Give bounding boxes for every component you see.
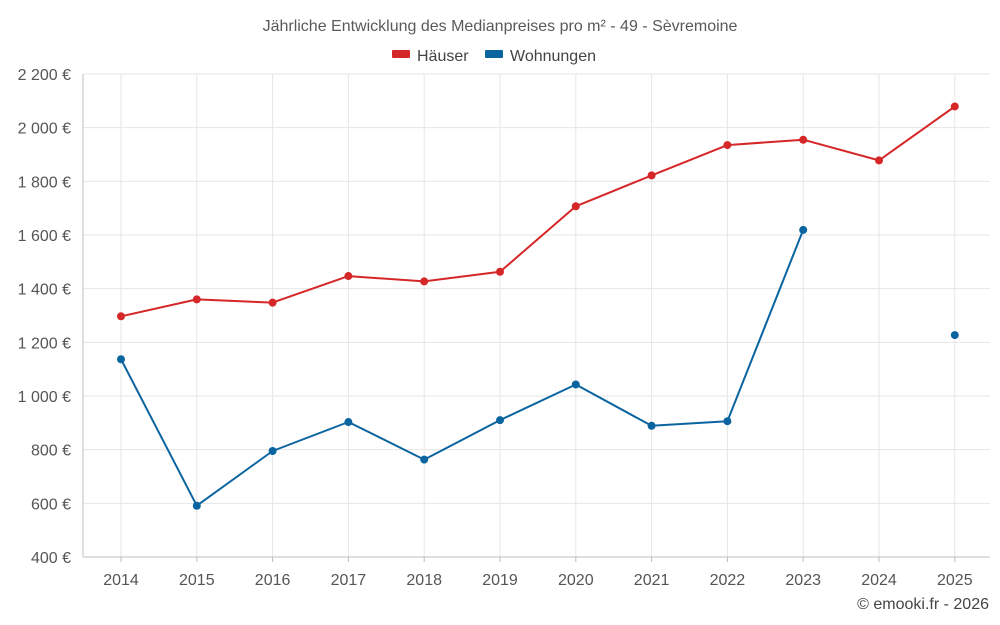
y-tick-label: 600 € xyxy=(31,496,71,513)
legend-label-wohnungen: Wohnungen xyxy=(510,48,596,65)
chart-title: Jährliche Entwicklung des Medianpreises … xyxy=(263,18,738,35)
x-tick-label: 2015 xyxy=(179,572,215,589)
data-point-wohnungen-2018[interactable] xyxy=(420,455,429,464)
data-point-wohnungen-2016[interactable] xyxy=(268,447,277,456)
y-tick-label: 400 € xyxy=(31,550,71,567)
x-tick-label: 2018 xyxy=(406,572,442,589)
series-line-haeuser xyxy=(120,105,956,318)
data-point-wohnungen-2017[interactable] xyxy=(344,418,353,427)
data-point-wohnungen-2015[interactable] xyxy=(192,501,201,510)
y-tick-label: 1 800 € xyxy=(18,174,71,191)
credit-text: © emooki.fr - 2026 xyxy=(857,596,989,613)
y-tick-label: 1 000 € xyxy=(18,389,71,406)
data-point-haeuser-2016[interactable] xyxy=(268,298,277,307)
data-point-wohnungen-2021[interactable] xyxy=(647,421,656,430)
axes: 400 € 600 € 800 € 1 000 € 1 200 € 1 400 € 1 60… xyxy=(18,67,990,589)
data-point-haeuser-2025[interactable] xyxy=(950,102,959,111)
x-tick-label: 2021 xyxy=(634,572,670,589)
y-tick-label: 2 000 € xyxy=(18,121,71,138)
x-tick-label: 2024 xyxy=(861,572,897,589)
legend-item-haeuser[interactable]: Häuser xyxy=(392,48,469,65)
x-tick-label: 2014 xyxy=(103,572,139,589)
series-haeuser xyxy=(117,102,959,321)
x-tick-label: 2020 xyxy=(558,572,594,589)
x-tick-label: 2023 xyxy=(785,572,821,589)
legend-swatch-wohnungen xyxy=(485,50,503,58)
x-tick-label: 2025 xyxy=(937,572,973,589)
y-tick-label: 2 200 € xyxy=(18,67,71,84)
data-point-haeuser-2022[interactable] xyxy=(723,141,732,150)
data-point-haeuser-2019[interactable] xyxy=(496,267,504,276)
data-point-haeuser-2020[interactable] xyxy=(571,202,580,211)
legend-swatch-haeuser xyxy=(392,50,410,58)
y-tick-label: 1 600 € xyxy=(18,228,71,245)
data-point-haeuser-2017[interactable] xyxy=(344,272,353,281)
y-tick-label: 1 400 € xyxy=(18,282,71,299)
series xyxy=(117,102,959,510)
gridlines xyxy=(83,73,990,557)
data-point-haeuser-2015[interactable] xyxy=(192,295,201,304)
data-point-wohnungen-2014[interactable] xyxy=(117,355,125,364)
legend: Häuser Wohnungen xyxy=(392,48,596,65)
legend-label-haeuser: Häuser xyxy=(417,48,469,65)
data-point-haeuser-2014[interactable] xyxy=(117,312,125,321)
data-point-haeuser-2023[interactable] xyxy=(799,135,808,144)
data-point-wohnungen-2023[interactable] xyxy=(799,225,808,234)
x-tick-label: 2022 xyxy=(710,572,746,589)
series-line-wohnungen xyxy=(120,229,805,507)
data-point-wohnungen-2020[interactable] xyxy=(571,380,580,389)
y-tick-label: 800 € xyxy=(31,443,71,460)
data-point-wohnungen-2019[interactable] xyxy=(496,416,504,425)
legend-item-wohnungen[interactable]: Wohnungen xyxy=(485,48,596,65)
series-wohnungen xyxy=(117,225,959,510)
data-point-wohnungen-2022[interactable] xyxy=(723,417,732,426)
data-point-haeuser-2018[interactable] xyxy=(420,277,429,286)
x-tick-label: 2016 xyxy=(255,572,291,589)
data-point-wohnungen-2025[interactable] xyxy=(950,331,959,340)
data-point-haeuser-2024[interactable] xyxy=(875,156,883,165)
x-tick-label: 2019 xyxy=(482,572,518,589)
y-tick-label: 1 200 € xyxy=(18,335,71,352)
x-tick-label: 2017 xyxy=(331,572,367,589)
data-point-haeuser-2021[interactable] xyxy=(647,171,656,180)
